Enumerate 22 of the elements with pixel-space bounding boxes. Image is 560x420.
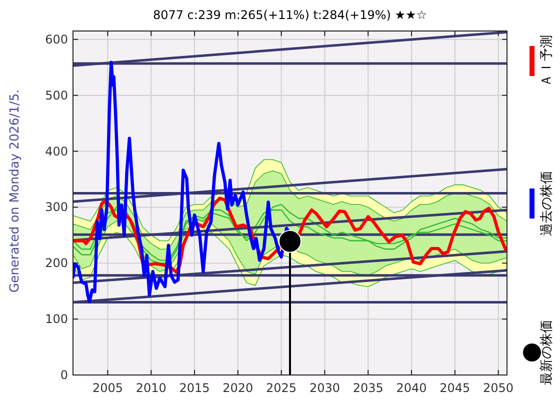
x-tick-label: 2015 — [179, 381, 210, 395]
legend-label: ＡＩ予測 — [540, 35, 554, 87]
y-tick-label: 600 — [45, 32, 68, 46]
legend-label: 過去の株価 — [540, 171, 554, 236]
y-tick-label: 500 — [45, 88, 68, 102]
x-tick-label: 2050 — [483, 381, 514, 395]
x-tick-label: 2010 — [136, 381, 166, 395]
x-tick-label: 2030 — [309, 381, 340, 395]
y-tick-label: 200 — [45, 256, 68, 270]
x-tick-label: 2035 — [352, 381, 384, 395]
x-tick-label: 2005 — [92, 381, 123, 395]
chart-title: 8077 c:239 m:265(+11%) t:284(+19%) ★★☆ — [152, 8, 428, 22]
x-tick-label: 2040 — [396, 381, 427, 395]
y-tick-label: 400 — [45, 144, 68, 158]
x-tick-label: 2020 — [222, 381, 254, 395]
y-tick-label: 100 — [45, 312, 68, 326]
text: Generated on Monday 2026/1/5. — [6, 89, 22, 293]
y-tick-label: 0 — [60, 368, 68, 382]
y-tick-label: 300 — [45, 200, 68, 214]
x-tick-label: 2045 — [440, 381, 470, 395]
x-tick-label: 2025 — [266, 381, 297, 395]
legend-label: 最新の株価 — [540, 320, 554, 385]
